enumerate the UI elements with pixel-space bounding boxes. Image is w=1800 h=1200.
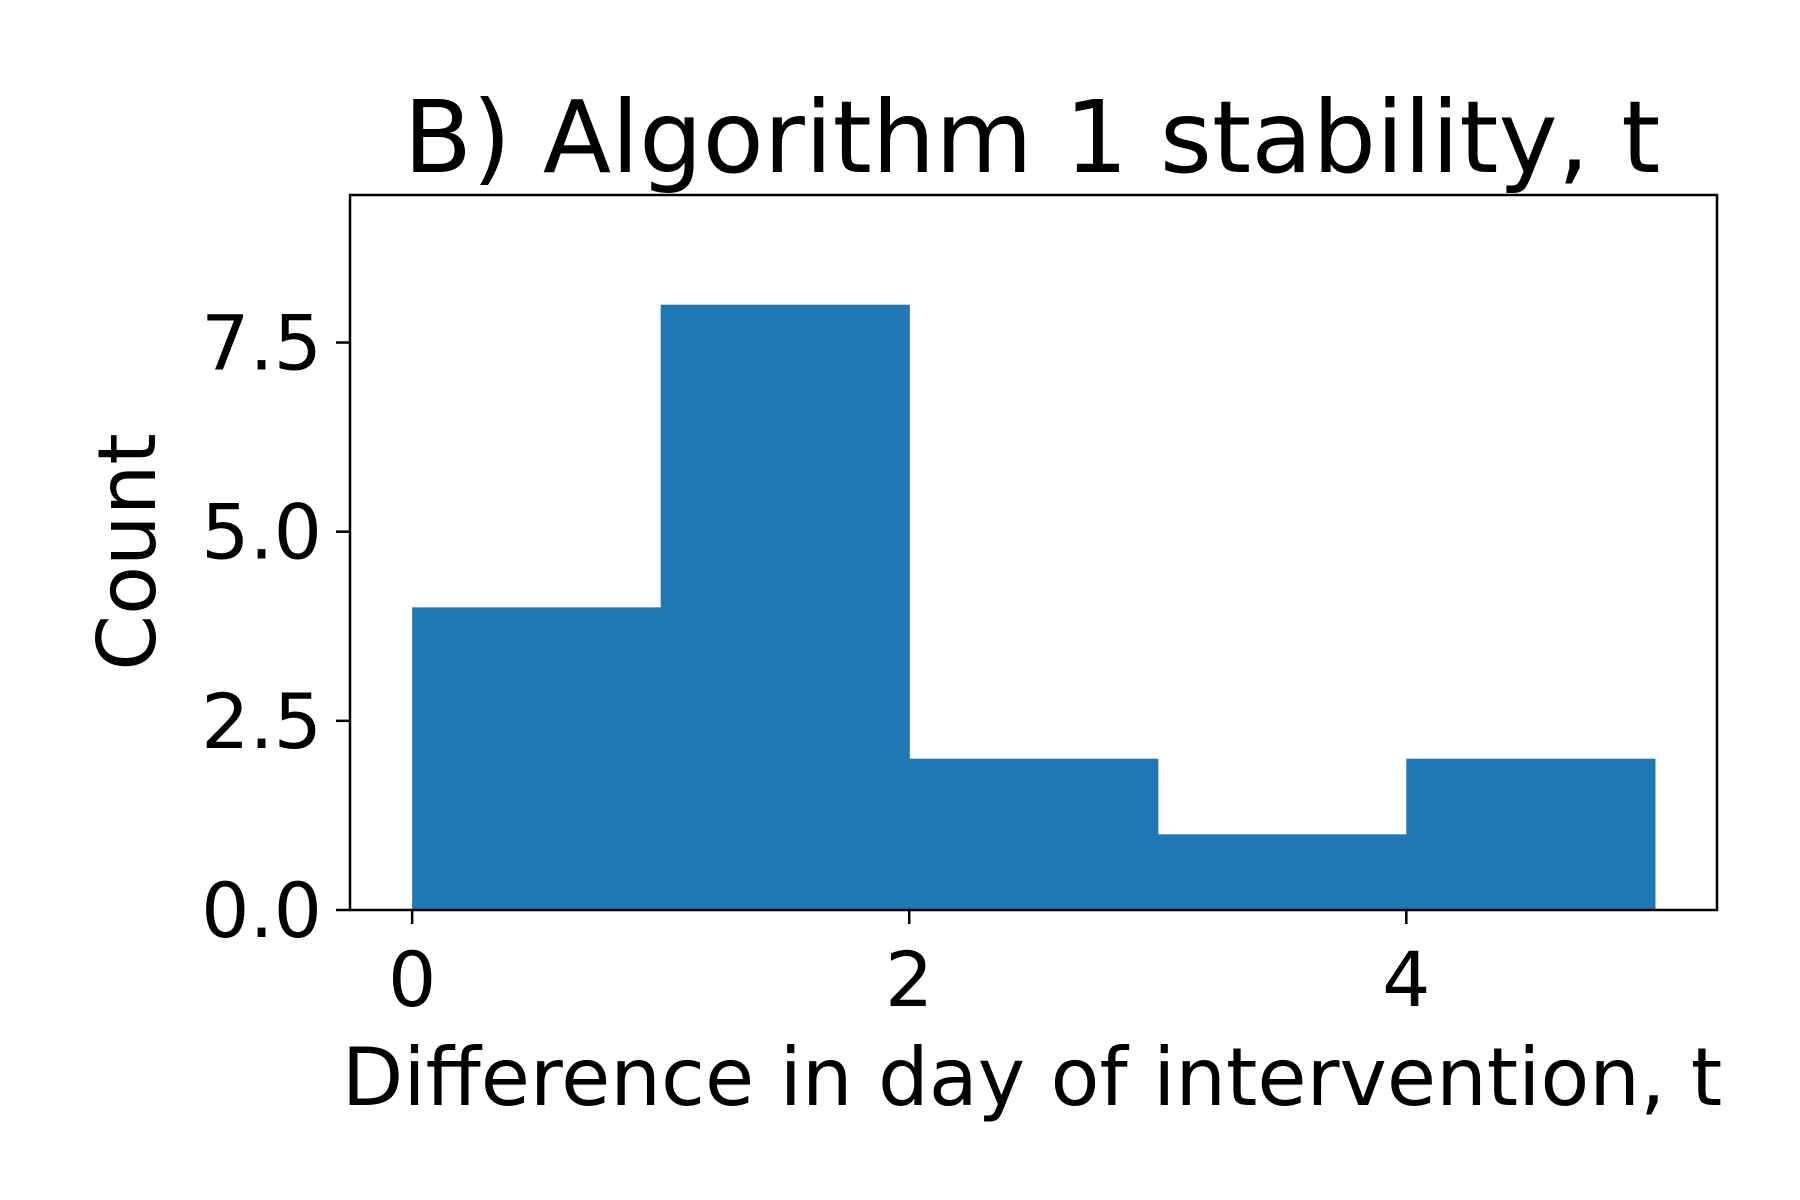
y-tick-label-3: 7.5 bbox=[201, 299, 322, 388]
histogram-bar-0 bbox=[412, 607, 662, 910]
x-tick-label-0: 0 bbox=[388, 935, 436, 1024]
histogram-bar-1 bbox=[660, 304, 910, 910]
histogram-bar-3 bbox=[1157, 834, 1407, 910]
y-axis-ticks: 0.0 2.5 5.0 7.5 bbox=[201, 299, 350, 955]
histogram-bar-4 bbox=[1406, 758, 1656, 910]
bars-group bbox=[412, 304, 1656, 910]
y-tick-label-0: 0.0 bbox=[201, 866, 322, 955]
histogram-bar-2 bbox=[909, 758, 1159, 910]
x-axis-label: Difference in day of intervention, t bbox=[342, 1031, 1722, 1124]
y-axis-label: Count bbox=[81, 433, 174, 671]
chart-title: B) Algorithm 1 stability, t bbox=[404, 79, 1661, 196]
y-tick-label-2: 5.0 bbox=[201, 488, 322, 577]
y-tick-label-1: 2.5 bbox=[201, 677, 322, 766]
x-axis-ticks: 0 2 4 bbox=[388, 910, 1430, 1024]
plot-frame bbox=[348, 193, 1719, 912]
x-tick-label-2: 4 bbox=[1382, 935, 1430, 1024]
x-tick-label-1: 2 bbox=[885, 935, 933, 1024]
